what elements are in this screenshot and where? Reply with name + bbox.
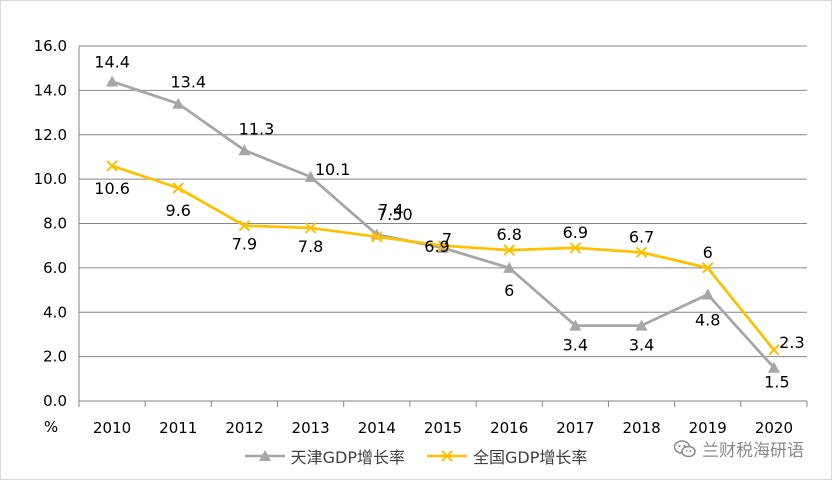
y-tick-label: 12.0 [34, 126, 67, 144]
x-tick-label: 2018 [622, 419, 660, 437]
series-line-national [111, 164, 775, 351]
data-label: 7.9 [232, 235, 257, 254]
x-tick-label: 2020 [755, 419, 793, 437]
y-axis-ticks: 0.0 2.0 4.0 6.0 8.0 10.0 12.0 14.0 16.0 [34, 37, 67, 410]
data-point-marker [767, 361, 780, 373]
data-label: 10.6 [94, 179, 130, 198]
data-label: 7 [442, 230, 452, 249]
legend-item-tianjin: 天津GDP增长率 [244, 444, 405, 468]
data-label: 6 [703, 243, 713, 262]
data-label: 6.7 [629, 227, 654, 246]
y-tick-label: 0.0 [43, 392, 67, 410]
series-line-tianjin [111, 80, 775, 369]
data-label: 7.8 [298, 237, 323, 256]
data-label: 6 [504, 281, 514, 300]
data-label: 6.8 [496, 225, 521, 244]
y-tick-label: 4.0 [43, 303, 67, 321]
y-axis-label: % [44, 418, 58, 436]
data-point-marker [635, 246, 648, 259]
x-tick-label: 2016 [490, 419, 528, 437]
x-tick-label: 2014 [358, 419, 396, 437]
data-label: 2.3 [779, 333, 804, 352]
series-group [106, 75, 780, 373]
data-label: 6.9 [424, 237, 449, 256]
data-point-marker [304, 222, 317, 234]
y-tick-label: 8.0 [43, 215, 67, 233]
data-point-marker [437, 239, 449, 252]
data-point-marker [635, 319, 648, 331]
x-tick-label: 2012 [225, 419, 263, 437]
legend-label-tianjin: 天津GDP增长率 [290, 448, 405, 467]
data-point-marker [437, 241, 449, 253]
data-point-marker [569, 242, 582, 254]
data-label: 10.1 [315, 160, 351, 179]
watermark: 兰财税海研语 [674, 436, 804, 461]
legend-triangle-marker-icon [244, 450, 285, 461]
data-point-marker [238, 144, 251, 156]
data-point-marker [503, 261, 516, 273]
data-point-marker [702, 262, 714, 274]
data-point-marker [106, 75, 119, 87]
x-tick-label: 2017 [556, 419, 594, 437]
data-label: 3.4 [563, 336, 588, 355]
data-label: 1.5 [764, 373, 789, 392]
data-label: 11.3 [239, 119, 275, 138]
wechat-icon [674, 439, 696, 457]
data-point-marker [371, 231, 383, 243]
x-tick-label: 2019 [689, 419, 727, 437]
data-point-marker [172, 97, 185, 109]
legend-x-marker-icon [427, 450, 467, 462]
data-point-marker [569, 319, 582, 331]
data-point-marker [238, 220, 251, 232]
data-label: 13.4 [170, 73, 206, 92]
data-labels: 14.4 13.4 11.3 10.1 7.4 6.9 6 3.4 3.4 4.8 1.5 10.6 9… [94, 53, 804, 392]
legend-item-national: 全国GDP增长率 [427, 444, 587, 468]
y-tick-label: 16.0 [34, 37, 67, 55]
x-tick-label: 2010 [93, 419, 131, 437]
data-label: 14.4 [94, 53, 130, 72]
data-point-marker [503, 244, 515, 256]
x-tick-label: 2015 [424, 419, 462, 437]
data-label: 7.50 [377, 205, 413, 224]
data-label: 9.6 [166, 201, 191, 220]
y-tick-label: 10.0 [34, 170, 67, 188]
data-label: 3.4 [629, 336, 654, 355]
y-tick-label: 6.0 [43, 259, 67, 277]
x-axis-ticks: 2010 2011 2012 2013 2014 2015 2016 2017 2018 2019… [78, 401, 808, 437]
data-point-marker [768, 344, 780, 356]
legend: 天津GDP增长率 全国GDP增长率 [0, 444, 832, 468]
legend-label-national: 全国GDP增长率 [473, 448, 588, 467]
data-point-marker [106, 160, 118, 172]
y-tick-label: 2.0 [43, 348, 67, 366]
data-point-marker [304, 170, 317, 182]
data-label: 4.8 [695, 311, 720, 330]
y-tick-label: 14.0 [34, 81, 67, 99]
data-label: 6.9 [563, 223, 588, 242]
grid-lines [78, 45, 807, 402]
x-tick-label: 2013 [292, 419, 330, 437]
x-tick-label: 2011 [159, 419, 197, 437]
data-point-marker [701, 288, 714, 300]
data-point-marker [172, 182, 184, 194]
data-label: 7.4 [378, 201, 403, 220]
watermark-text: 兰财税海研语 [702, 441, 804, 461]
